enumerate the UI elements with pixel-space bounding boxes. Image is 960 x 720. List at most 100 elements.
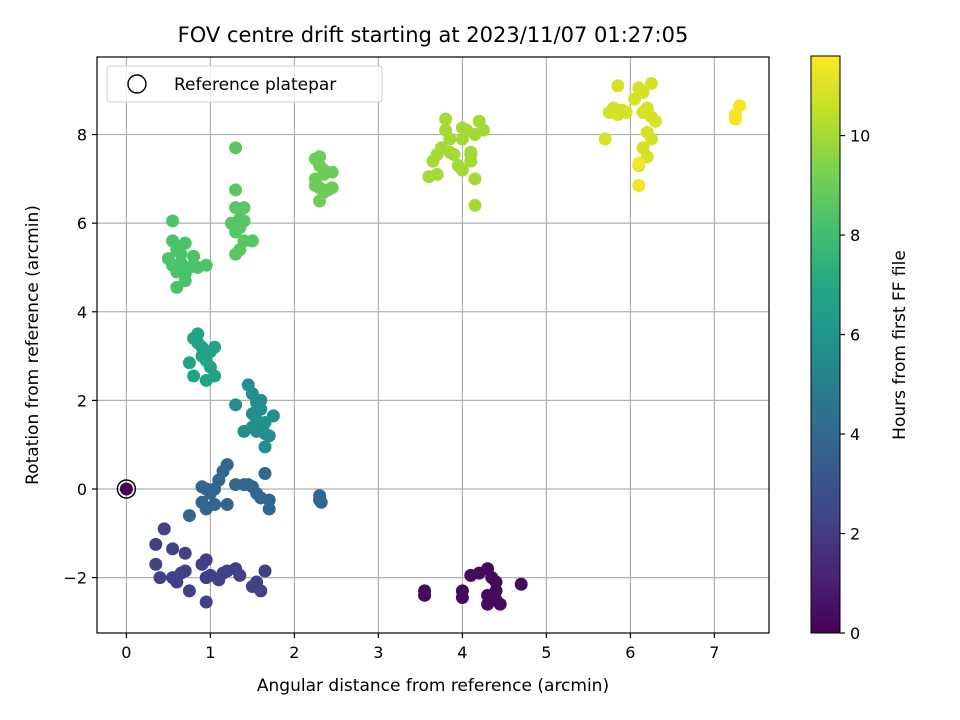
reference-point-fill: [119, 482, 133, 496]
colorbar-gradient: [810, 55, 841, 634]
x-tick-label: 3: [373, 643, 383, 662]
data-point: [611, 79, 625, 93]
data-point: [174, 247, 188, 261]
data-point: [468, 198, 482, 212]
data-point: [628, 92, 642, 106]
data-point: [258, 440, 272, 454]
data-point: [208, 482, 222, 496]
y-tick-label: 8: [77, 126, 87, 145]
data-point: [208, 340, 222, 354]
data-point: [313, 493, 327, 507]
data-point: [455, 591, 469, 605]
x-tick-label: 2: [289, 643, 299, 662]
data-point: [317, 163, 331, 177]
data-point: [514, 577, 528, 591]
data-point: [489, 584, 503, 598]
data-point: [258, 466, 272, 480]
data-point: [187, 249, 201, 263]
data-point: [208, 498, 222, 512]
data-point: [229, 141, 243, 155]
data-point: [598, 132, 612, 146]
data-point: [464, 145, 478, 159]
data-point: [199, 595, 213, 609]
data-point: [476, 123, 490, 137]
y-tick-label: 4: [77, 303, 87, 322]
data-point: [254, 402, 268, 416]
data-point: [220, 458, 234, 472]
data-point: [237, 234, 251, 248]
data-point: [632, 178, 646, 192]
legend-marker-reference: [127, 74, 147, 94]
data-point: [182, 356, 196, 370]
data-point: [644, 132, 658, 146]
data-point: [178, 546, 192, 560]
data-point: [649, 114, 663, 128]
data-point: [233, 568, 247, 582]
data-point: [245, 420, 259, 434]
colorbar-tick-label: 2: [850, 525, 860, 544]
data-point: [149, 537, 163, 551]
legend-box: [106, 65, 383, 103]
data-point: [644, 77, 658, 91]
data-point: [468, 172, 482, 186]
data-point: [266, 409, 280, 423]
data-point: [430, 147, 444, 161]
data-point: [241, 478, 255, 492]
y-axis-title: Rotation from reference (arcmin): [23, 205, 43, 485]
x-tick-label: 5: [541, 643, 551, 662]
data-point: [166, 542, 180, 556]
reference-point-ring: [116, 479, 137, 499]
data-point: [149, 557, 163, 571]
data-point: [229, 183, 243, 197]
data-point: [191, 327, 205, 341]
y-tick-label: 2: [77, 391, 87, 410]
plot-frame: [96, 56, 770, 634]
data-point: [308, 178, 322, 192]
data-point: [611, 108, 625, 122]
x-tick-label: 7: [709, 643, 719, 662]
x-axis-title: Angular distance from reference (arcmin): [257, 676, 609, 696]
data-point: [325, 181, 339, 195]
data-point: [178, 564, 192, 578]
colorbar-tick-label: 10: [850, 127, 870, 146]
data-point: [199, 258, 213, 272]
colorbar-tick-label: 4: [850, 425, 860, 444]
data-point: [455, 121, 469, 135]
colorbar-ticks: 0 2 4 6 8 10: [840, 127, 870, 643]
colorbar: 0 2 4 6 8 10 Hours from first FF file: [810, 55, 910, 643]
data-point: [220, 498, 234, 512]
x-tick-label: 4: [457, 643, 467, 662]
data-point: [178, 274, 192, 288]
colorbar-tick-label: 6: [850, 326, 860, 345]
data-point: [262, 429, 276, 443]
data-point: [229, 247, 243, 261]
data-point: [447, 147, 461, 161]
data-point: [229, 398, 243, 412]
y-tick-label: −2: [63, 569, 87, 588]
grid-lines: [97, 57, 769, 633]
x-tick-label: 0: [121, 643, 131, 662]
data-point: [182, 584, 196, 598]
data-point: [187, 369, 201, 383]
data-point: [418, 588, 432, 602]
colorbar-tick-label: 8: [850, 226, 860, 245]
data-point: [237, 214, 251, 228]
data-point: [430, 167, 444, 181]
data-points: [116, 77, 747, 611]
y-tick-label: 0: [77, 480, 87, 499]
chart-title: FOV centre drift starting at 2023/11/07 …: [178, 23, 689, 47]
data-point: [262, 502, 276, 516]
data-point: [166, 214, 180, 228]
data-point: [455, 163, 469, 177]
legend-label-reference-platepar: Reference platepar: [174, 75, 336, 95]
colorbar-title: Hours from first FF file: [890, 250, 910, 440]
data-point: [728, 108, 742, 122]
data-point: [439, 112, 453, 126]
y-tick-label: 6: [77, 214, 87, 233]
x-tick-label: 6: [625, 643, 635, 662]
colorbar-tick-label: 0: [850, 624, 860, 643]
data-point: [481, 597, 495, 611]
data-point: [258, 564, 272, 578]
data-point: [636, 105, 650, 119]
